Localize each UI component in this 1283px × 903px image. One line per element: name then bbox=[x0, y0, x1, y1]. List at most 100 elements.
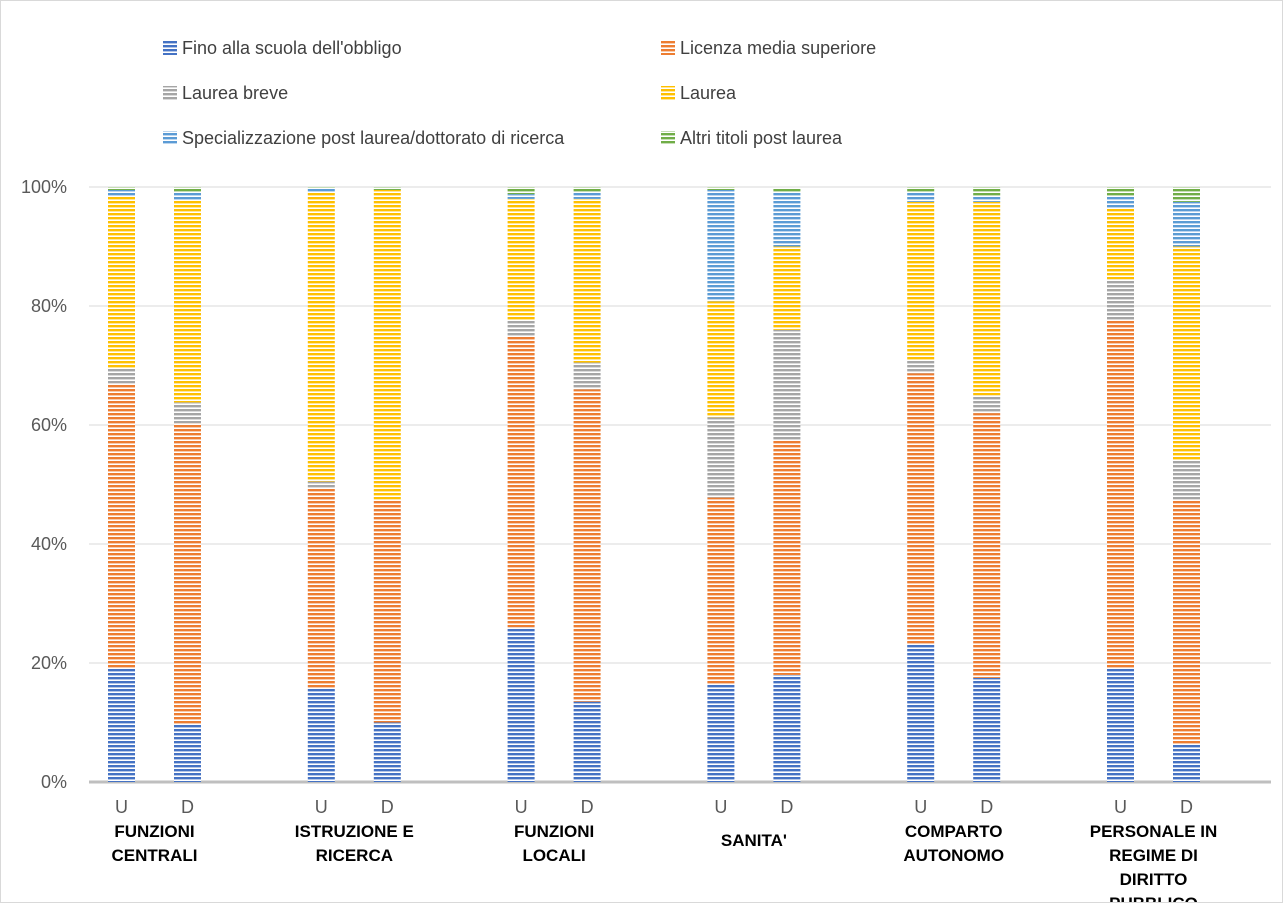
bar-segment bbox=[307, 481, 335, 488]
bar-segment bbox=[1173, 499, 1200, 745]
bar-segment bbox=[307, 188, 335, 193]
bar-segment bbox=[773, 439, 801, 675]
bar-segment bbox=[507, 627, 535, 782]
bar-segment bbox=[773, 188, 801, 193]
x-tick-label: U bbox=[714, 797, 727, 817]
legend-label: Specializzazione post laurea/dottorato d… bbox=[182, 128, 565, 148]
bar-segment bbox=[307, 487, 335, 688]
bar-segment bbox=[1107, 667, 1134, 782]
bar-segment bbox=[973, 395, 1001, 414]
y-tick-label: 0% bbox=[41, 772, 67, 792]
bar-segment bbox=[373, 189, 401, 500]
legend: Fino alla scuola dell'obbligo Licenza med… bbox=[163, 38, 876, 148]
legend-swatch bbox=[661, 131, 675, 145]
bar-segment bbox=[1173, 246, 1200, 461]
bar-segment bbox=[907, 192, 935, 202]
bar-segment bbox=[707, 301, 735, 418]
y-tick-label: 80% bbox=[31, 296, 67, 316]
group-label: ISTRUZIONE E RICERCA bbox=[295, 822, 414, 865]
bar-segment bbox=[573, 701, 601, 782]
bar-segment bbox=[773, 329, 801, 440]
group-label: FUNZIONI LOCALI bbox=[514, 822, 594, 865]
bar-segment bbox=[108, 383, 135, 669]
bar-segment bbox=[174, 192, 201, 201]
bar-segment bbox=[174, 723, 201, 782]
y-tick-label: 20% bbox=[31, 653, 67, 673]
bar-segment bbox=[373, 722, 401, 782]
bar-segment bbox=[573, 198, 601, 363]
bar-segment bbox=[573, 362, 601, 390]
y-axis: 0% 20% 40% 60% 80% 100% bbox=[21, 177, 1271, 792]
bar-segment bbox=[907, 373, 935, 644]
bar-segment bbox=[507, 187, 535, 195]
legend-swatch bbox=[661, 86, 675, 100]
bar-segment bbox=[307, 687, 335, 782]
x-tick-label: D bbox=[780, 797, 793, 817]
group-label: COMPARTO AUTONOMO bbox=[903, 822, 1004, 865]
bar-segment bbox=[907, 359, 935, 374]
x-tick-label: U bbox=[1114, 797, 1127, 817]
bar-segment bbox=[108, 187, 135, 190]
legend-label: Altri titoli post laurea bbox=[680, 128, 843, 148]
bar-segment bbox=[507, 335, 535, 628]
legend-label: Laurea breve bbox=[182, 83, 288, 103]
bar-segment bbox=[1173, 187, 1200, 202]
legend-label: Laurea bbox=[680, 83, 737, 103]
bar-segment bbox=[973, 413, 1001, 678]
x-tick-label: U bbox=[315, 797, 328, 817]
bars bbox=[108, 187, 1200, 782]
bar-segment bbox=[174, 200, 201, 403]
bar-segment bbox=[973, 201, 1001, 396]
bar-segment bbox=[573, 389, 601, 702]
bar-segment bbox=[707, 189, 735, 302]
x-tick-label: U bbox=[914, 797, 927, 817]
bar-segment bbox=[773, 246, 801, 330]
y-tick-label: 100% bbox=[21, 177, 67, 197]
x-axis: U D FUNZIONI CENTRALI U D ISTRUZIONE E RICERCA U… bbox=[112, 797, 1218, 902]
bar-segment bbox=[907, 201, 935, 360]
bar-segment bbox=[707, 497, 735, 684]
bar-segment bbox=[907, 643, 935, 782]
legend-swatch bbox=[163, 131, 177, 145]
bar-segment bbox=[773, 192, 801, 247]
legend-label: Fino alla scuola dell'obbligo bbox=[182, 38, 402, 58]
legend-label: Licenza media superiore bbox=[680, 38, 876, 58]
bar-segment bbox=[108, 189, 135, 196]
bar-segment bbox=[1107, 187, 1134, 196]
bar-segment bbox=[1107, 320, 1134, 668]
bar-segment bbox=[573, 192, 601, 199]
bar-segment bbox=[1107, 279, 1134, 321]
bar-segment bbox=[174, 187, 201, 193]
group-label: SANITA' bbox=[721, 831, 787, 850]
bar-segment bbox=[573, 187, 601, 193]
bar-segment bbox=[307, 192, 335, 482]
bar-segment bbox=[307, 187, 335, 189]
bar-segment bbox=[1173, 201, 1200, 247]
bar-segment bbox=[507, 198, 535, 321]
bar-segment bbox=[973, 187, 1001, 196]
y-tick-label: 40% bbox=[31, 534, 67, 554]
bar-segment bbox=[707, 683, 735, 782]
bar-segment bbox=[973, 677, 1001, 782]
x-tick-label: D bbox=[980, 797, 993, 817]
x-tick-label: U bbox=[515, 797, 528, 817]
bar-segment bbox=[1107, 207, 1134, 280]
bar-segment bbox=[1173, 744, 1200, 782]
bar-segment bbox=[507, 320, 535, 336]
y-tick-label: 60% bbox=[31, 415, 67, 435]
bar-segment bbox=[1173, 460, 1200, 500]
x-tick-label: D bbox=[381, 797, 394, 817]
group-label: FUNZIONI CENTRALI bbox=[112, 822, 198, 865]
bar-segment bbox=[373, 187, 401, 190]
legend-swatch bbox=[163, 86, 177, 100]
bar-segment bbox=[707, 417, 735, 498]
x-tick-label: U bbox=[115, 797, 128, 817]
bar-segment bbox=[1107, 195, 1134, 208]
bar-segment bbox=[174, 402, 201, 424]
x-tick-label: D bbox=[581, 797, 594, 817]
bar-segment bbox=[108, 368, 135, 384]
legend-swatch bbox=[661, 41, 675, 55]
